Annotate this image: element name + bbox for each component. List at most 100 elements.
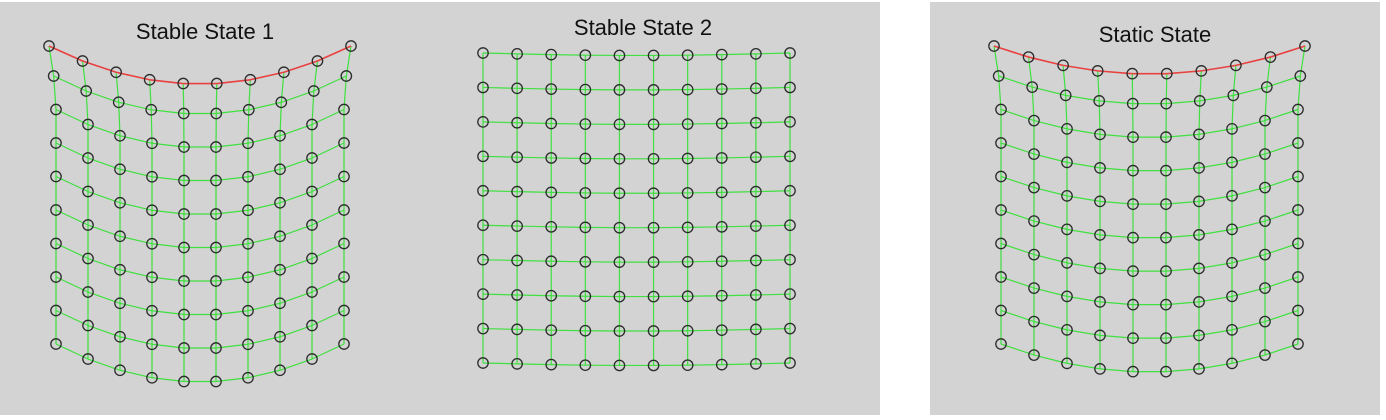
spring-edge [215, 83, 218, 114]
mass-node [338, 237, 350, 250]
mass-node [50, 103, 62, 116]
mass-node [1091, 65, 1104, 77]
mass-node [784, 322, 796, 335]
mass-node [1193, 229, 1205, 241]
spring-edge [55, 309, 89, 327]
mass-node [579, 359, 592, 372]
mass-node [715, 48, 728, 61]
title-static-state: Static State [1098, 22, 1212, 47]
mass-node [647, 325, 660, 337]
mass-node [50, 338, 62, 350]
mass-node [43, 40, 55, 52]
mass-node [1226, 190, 1238, 202]
mass-node [50, 137, 62, 149]
mass-node [784, 116, 796, 128]
mass-node [477, 322, 489, 335]
simulation-panel-2: Static State [930, 2, 1380, 415]
mass-node [1126, 97, 1139, 110]
mass-node [681, 324, 694, 337]
mass-node [1094, 262, 1106, 275]
mass-node [613, 118, 626, 131]
mass-node [784, 288, 796, 300]
mass-node [477, 81, 489, 94]
mass-node [1292, 204, 1304, 216]
mass-node [114, 297, 126, 310]
mass-node [1193, 363, 1205, 375]
mass-node [1226, 357, 1238, 370]
mass-node [579, 290, 592, 303]
mass-node [715, 186, 728, 199]
mass-node [750, 358, 762, 370]
mass-node [1259, 114, 1271, 127]
mass-node [995, 338, 1007, 350]
pinned-edge [48, 45, 83, 62]
pinned-edge [1028, 56, 1064, 67]
mass-node [613, 49, 626, 62]
mass-node [275, 96, 288, 109]
title-stable-state-2: Stable State 2 [573, 15, 713, 40]
mass-node [1259, 148, 1271, 160]
mass-node [477, 288, 489, 300]
mass-node [1028, 315, 1040, 328]
mass-node [1292, 237, 1304, 250]
spring-edge [53, 75, 87, 92]
mass-node [210, 208, 222, 220]
mass-node [784, 357, 796, 369]
mass-node [613, 152, 626, 165]
mass-node [995, 237, 1007, 250]
mass-node [477, 253, 489, 266]
mass-node [274, 297, 286, 310]
mass-node [715, 152, 728, 164]
mass-node [146, 137, 158, 150]
mass-node [995, 137, 1007, 149]
mass-node [579, 221, 592, 234]
mass-node [545, 255, 558, 268]
mass-node [613, 221, 626, 234]
mass-node [1160, 332, 1172, 345]
mass-node [784, 47, 796, 59]
mass-node [210, 275, 222, 287]
mass-node [1195, 65, 1208, 77]
mass-node [1259, 248, 1271, 261]
mesh-canvas-stable-states [43, 40, 796, 388]
mass-node [784, 81, 796, 94]
mass-node [1160, 265, 1172, 278]
mass-node [545, 358, 558, 371]
mass-node [750, 82, 762, 95]
mass-node [274, 129, 286, 142]
mass-node [1022, 51, 1035, 63]
mass-node [715, 220, 728, 233]
mass-node [750, 220, 762, 232]
mass-node [647, 152, 660, 165]
mass-node [306, 319, 318, 332]
mass-node [1127, 298, 1139, 311]
mass-node [210, 375, 222, 388]
mass-node [82, 353, 94, 365]
mass-node [1061, 190, 1073, 202]
spring-edge [998, 75, 1033, 88]
mass-node [1061, 357, 1073, 370]
mass-node [681, 152, 694, 165]
mass-node [647, 256, 660, 268]
mass-node [242, 204, 254, 217]
mass-node [50, 170, 62, 183]
mass-node [784, 219, 796, 232]
mass-node [146, 204, 158, 217]
mass-node [1299, 40, 1311, 52]
mass-node [1160, 365, 1172, 378]
mass-node [1226, 223, 1238, 236]
mass-node [1292, 170, 1304, 183]
mass-node [545, 289, 558, 302]
mass-node [278, 66, 290, 79]
mass-node [647, 187, 660, 200]
mass-node [114, 330, 126, 343]
spring-edge [1266, 75, 1301, 88]
mass-node [338, 204, 350, 216]
mass-node [210, 241, 222, 254]
mass-node [1028, 148, 1040, 160]
mass-node [1226, 290, 1238, 303]
mass-node [340, 70, 353, 82]
mass-node [178, 308, 190, 321]
mass-node [511, 220, 523, 232]
title-stable-state-1: Stable State 1 [135, 19, 275, 44]
